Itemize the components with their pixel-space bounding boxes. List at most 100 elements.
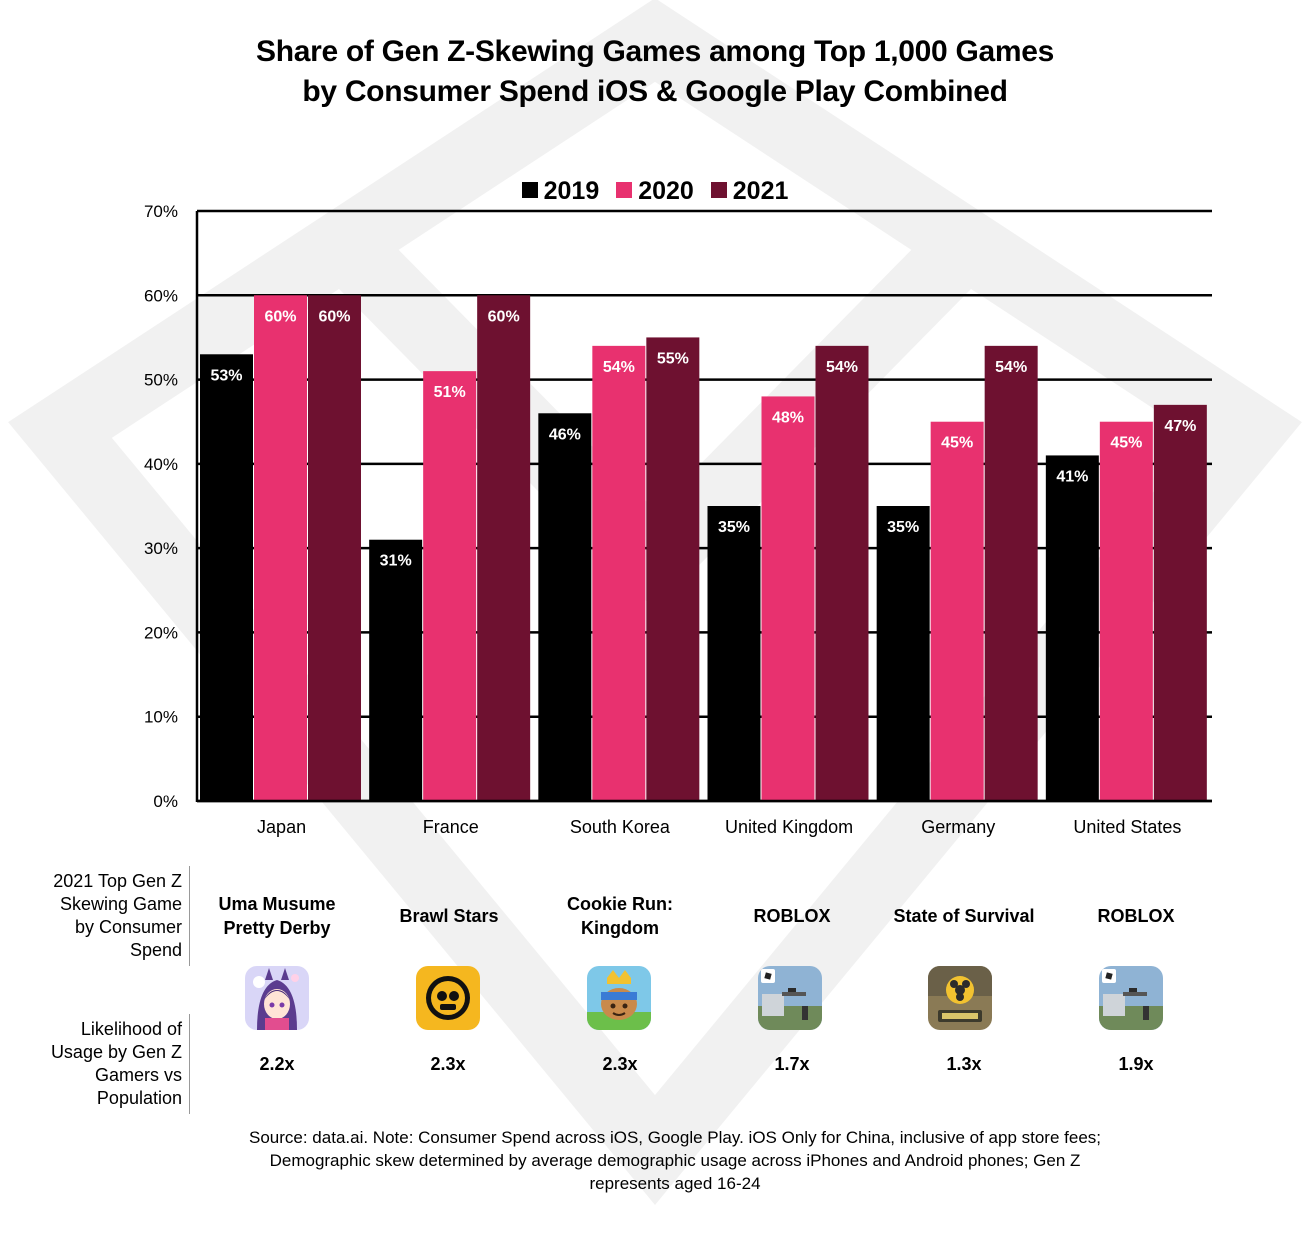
multiplier-united-kingdom: 1.7x [774, 1054, 810, 1074]
bar-2019 [1045, 455, 1099, 801]
data-label: 31% [380, 553, 412, 570]
bar-2019 [538, 413, 592, 801]
bar-2020 [1099, 421, 1153, 801]
legend-label-2021: 2021 [732, 177, 789, 205]
game-name-germany: State of Survival [879, 904, 1049, 928]
multiplier-united-states: 1.9x [1118, 1054, 1154, 1074]
data-label: 55% [657, 350, 689, 367]
bar-2019 [200, 354, 253, 801]
uma-musume-icon [245, 966, 309, 1030]
game-name-france: Brawl Stars [364, 904, 534, 928]
data-label: 54% [603, 359, 635, 376]
footnote-line-2: Demographic skew determined by average d… [269, 1151, 1081, 1170]
data-label: 47% [1164, 418, 1196, 435]
bar-2020 [254, 295, 307, 801]
game-name-line: Cookie Run: [567, 894, 673, 914]
cookie-run-icon [587, 966, 651, 1030]
x-tick-label: Germany [921, 817, 995, 837]
legend-swatch-2020 [616, 182, 633, 198]
top-game-row-label-line-2: Skewing Game [59, 894, 182, 914]
data-label: 51% [434, 384, 466, 401]
legend-label-2020: 2020 [638, 177, 694, 205]
roblox-icon [758, 966, 822, 1030]
state-of-survival-icon [928, 966, 992, 1030]
likelihood-row-label-line-2: Usage by Gen Z [50, 1042, 182, 1062]
likelihood-row-label: Likelihood of Usage by Gen Z Gamers vs P… [10, 1018, 182, 1110]
data-label: 41% [1056, 468, 1088, 485]
likelihood-row-label-line-1: Likelihood of [80, 1019, 182, 1039]
likelihood-row-label-line-3: Gamers vs [94, 1065, 182, 1085]
data-label: 54% [826, 359, 858, 376]
multiplier-germany: 1.3x [946, 1054, 982, 1074]
bar-2019 [369, 539, 423, 801]
footnote-line-1: Source: data.ai. Note: Consumer Spend ac… [249, 1128, 1101, 1147]
game-name-line: Brawl Stars [399, 906, 499, 926]
footnote-line-3: represents aged 16-24 [589, 1174, 761, 1193]
bar-2020 [761, 396, 815, 801]
legend-label-2019: 2019 [543, 177, 600, 205]
legend-item-2021: 2021 [710, 174, 789, 208]
bar-2021 [984, 345, 1038, 801]
game-name-line: ROBLOX [1097, 906, 1175, 926]
legend-swatch-2021 [710, 182, 727, 198]
bar-2019 [876, 506, 930, 801]
multiplier-france: 2.3x [430, 1054, 466, 1074]
top-game-row-label: 2021 Top Gen Z Skewing Game by Consumer … [10, 870, 182, 962]
x-tick-label: South Korea [570, 817, 671, 837]
roblox-icon [1099, 966, 1163, 1030]
bar-2021 [1153, 404, 1207, 801]
legend-item-2019: 2019 [521, 174, 600, 208]
y-tick-label: 40% [144, 455, 178, 474]
data-label: 53% [210, 367, 242, 384]
multiplier-south-korea: 2.3x [602, 1054, 638, 1074]
game-name-line: ROBLOX [753, 906, 831, 926]
top-game-row-label-line-3: by Consumer [74, 917, 182, 937]
chart-title-line-2: by Consumer Spend iOS & Google Play Comb… [302, 75, 1008, 108]
row-separator-1 [189, 866, 190, 966]
y-tick-label: 20% [144, 623, 178, 642]
data-label: 45% [941, 435, 973, 452]
bar-2020 [423, 371, 477, 801]
chart-title-line-1: Share of Gen Z-Skewing Games among Top 1… [255, 35, 1055, 68]
bar-2019 [707, 506, 761, 801]
data-label: 60% [488, 308, 520, 325]
game-name-line: Kingdom [581, 918, 659, 938]
data-label: 35% [718, 519, 750, 536]
y-tick-label: 30% [144, 539, 178, 558]
chart-title: Share of Gen Z-Skewing Games among Top 1… [0, 32, 1310, 112]
y-tick-label: 50% [144, 371, 178, 390]
game-name-south-korea: Cookie Run: Kingdom [535, 892, 705, 940]
bar-2020 [592, 345, 646, 801]
multiplier-japan: 2.2x [259, 1054, 295, 1074]
game-name-united-kingdom: ROBLOX [707, 904, 877, 928]
x-tick-label: United Kingdom [725, 817, 853, 837]
bar-2021 [477, 295, 531, 801]
data-label: 54% [995, 359, 1027, 376]
y-tick-label: 70% [144, 202, 178, 221]
y-tick-label: 0% [153, 792, 178, 811]
legend-item-2020: 2020 [616, 174, 694, 208]
source-footnote: Source: data.ai. Note: Consumer Spend ac… [160, 1126, 1190, 1195]
x-tick-label: United States [1073, 817, 1181, 837]
data-label: 46% [549, 426, 581, 443]
data-label: 35% [887, 519, 919, 536]
game-name-united-states: ROBLOX [1051, 904, 1221, 928]
x-tick-label: Japan [257, 817, 306, 837]
top-game-row-label-line-1: 2021 Top Gen Z [53, 871, 182, 891]
legend: 2019 2020 2021 [0, 174, 1310, 208]
top-game-row-label-line-4: Spend [129, 940, 182, 960]
legend-swatch-2019 [521, 182, 538, 198]
game-name-japan: Uma Musume Pretty Derby [192, 892, 362, 940]
bar-2021 [308, 295, 361, 801]
likelihood-row-label-line-4: Population [96, 1088, 182, 1108]
game-name-line: State of Survival [893, 906, 1035, 926]
data-label: 48% [772, 409, 804, 426]
data-label: 60% [318, 308, 350, 325]
game-name-line: Uma Musume [218, 894, 336, 914]
data-label: 45% [1110, 435, 1142, 452]
bar-2020 [930, 421, 984, 801]
bar-2021 [646, 337, 700, 801]
brawl-stars-icon [416, 966, 480, 1030]
bar-chart: 0% 10% 20% 30% 40% 50% 60% 70% 53% 60% 60% Japan 31%… [144, 202, 1212, 837]
